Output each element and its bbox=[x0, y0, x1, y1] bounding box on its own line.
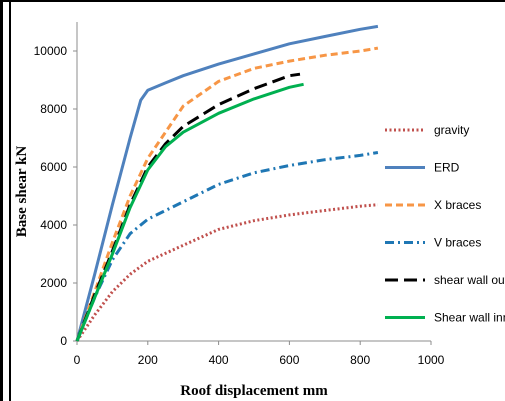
series-line-erd bbox=[75, 24, 379, 342]
chart-legend: gravity ERD X braces V braces shear wall out… bbox=[385, 123, 505, 325]
series-line-x-braces bbox=[75, 46, 379, 342]
y-axis-title: Base shear kN bbox=[14, 146, 30, 238]
series-line-v-braces bbox=[75, 151, 379, 342]
legend-label: ERD bbox=[434, 161, 460, 175]
x-tick-label: 200 bbox=[138, 353, 158, 367]
y-tick-label: 10000 bbox=[34, 44, 68, 58]
y-tick-label: 0 bbox=[60, 334, 67, 348]
x-tick-label: 0 bbox=[74, 353, 81, 367]
x-tick-label: 800 bbox=[350, 353, 370, 367]
x-tick-label: 400 bbox=[209, 353, 229, 367]
series-line-shear-wall-inner bbox=[75, 82, 304, 342]
y-tick-label: 4000 bbox=[40, 218, 67, 232]
legend-label: X braces bbox=[434, 198, 481, 212]
legend-label: Shear wall inner bbox=[434, 311, 505, 325]
legend-label: shear wall outer bbox=[434, 273, 505, 287]
legend-label: V braces bbox=[434, 236, 481, 250]
legend-label: gravity bbox=[434, 123, 469, 137]
y-tick-label: 2000 bbox=[40, 276, 67, 290]
series-line-gravity bbox=[75, 203, 379, 342]
x-tick-label: 600 bbox=[279, 353, 299, 367]
y-tick-label: 8000 bbox=[40, 102, 67, 116]
chart-series-lines bbox=[75, 24, 379, 342]
x-tick-label: 1000 bbox=[418, 353, 445, 367]
frame-top-border bbox=[0, 0, 505, 2]
x-axis-title: Roof displacement mm bbox=[180, 383, 328, 399]
chart-axes bbox=[76, 22, 431, 342]
frame-inner-left-border bbox=[9, 0, 11, 401]
y-tick-label: 6000 bbox=[40, 160, 67, 174]
